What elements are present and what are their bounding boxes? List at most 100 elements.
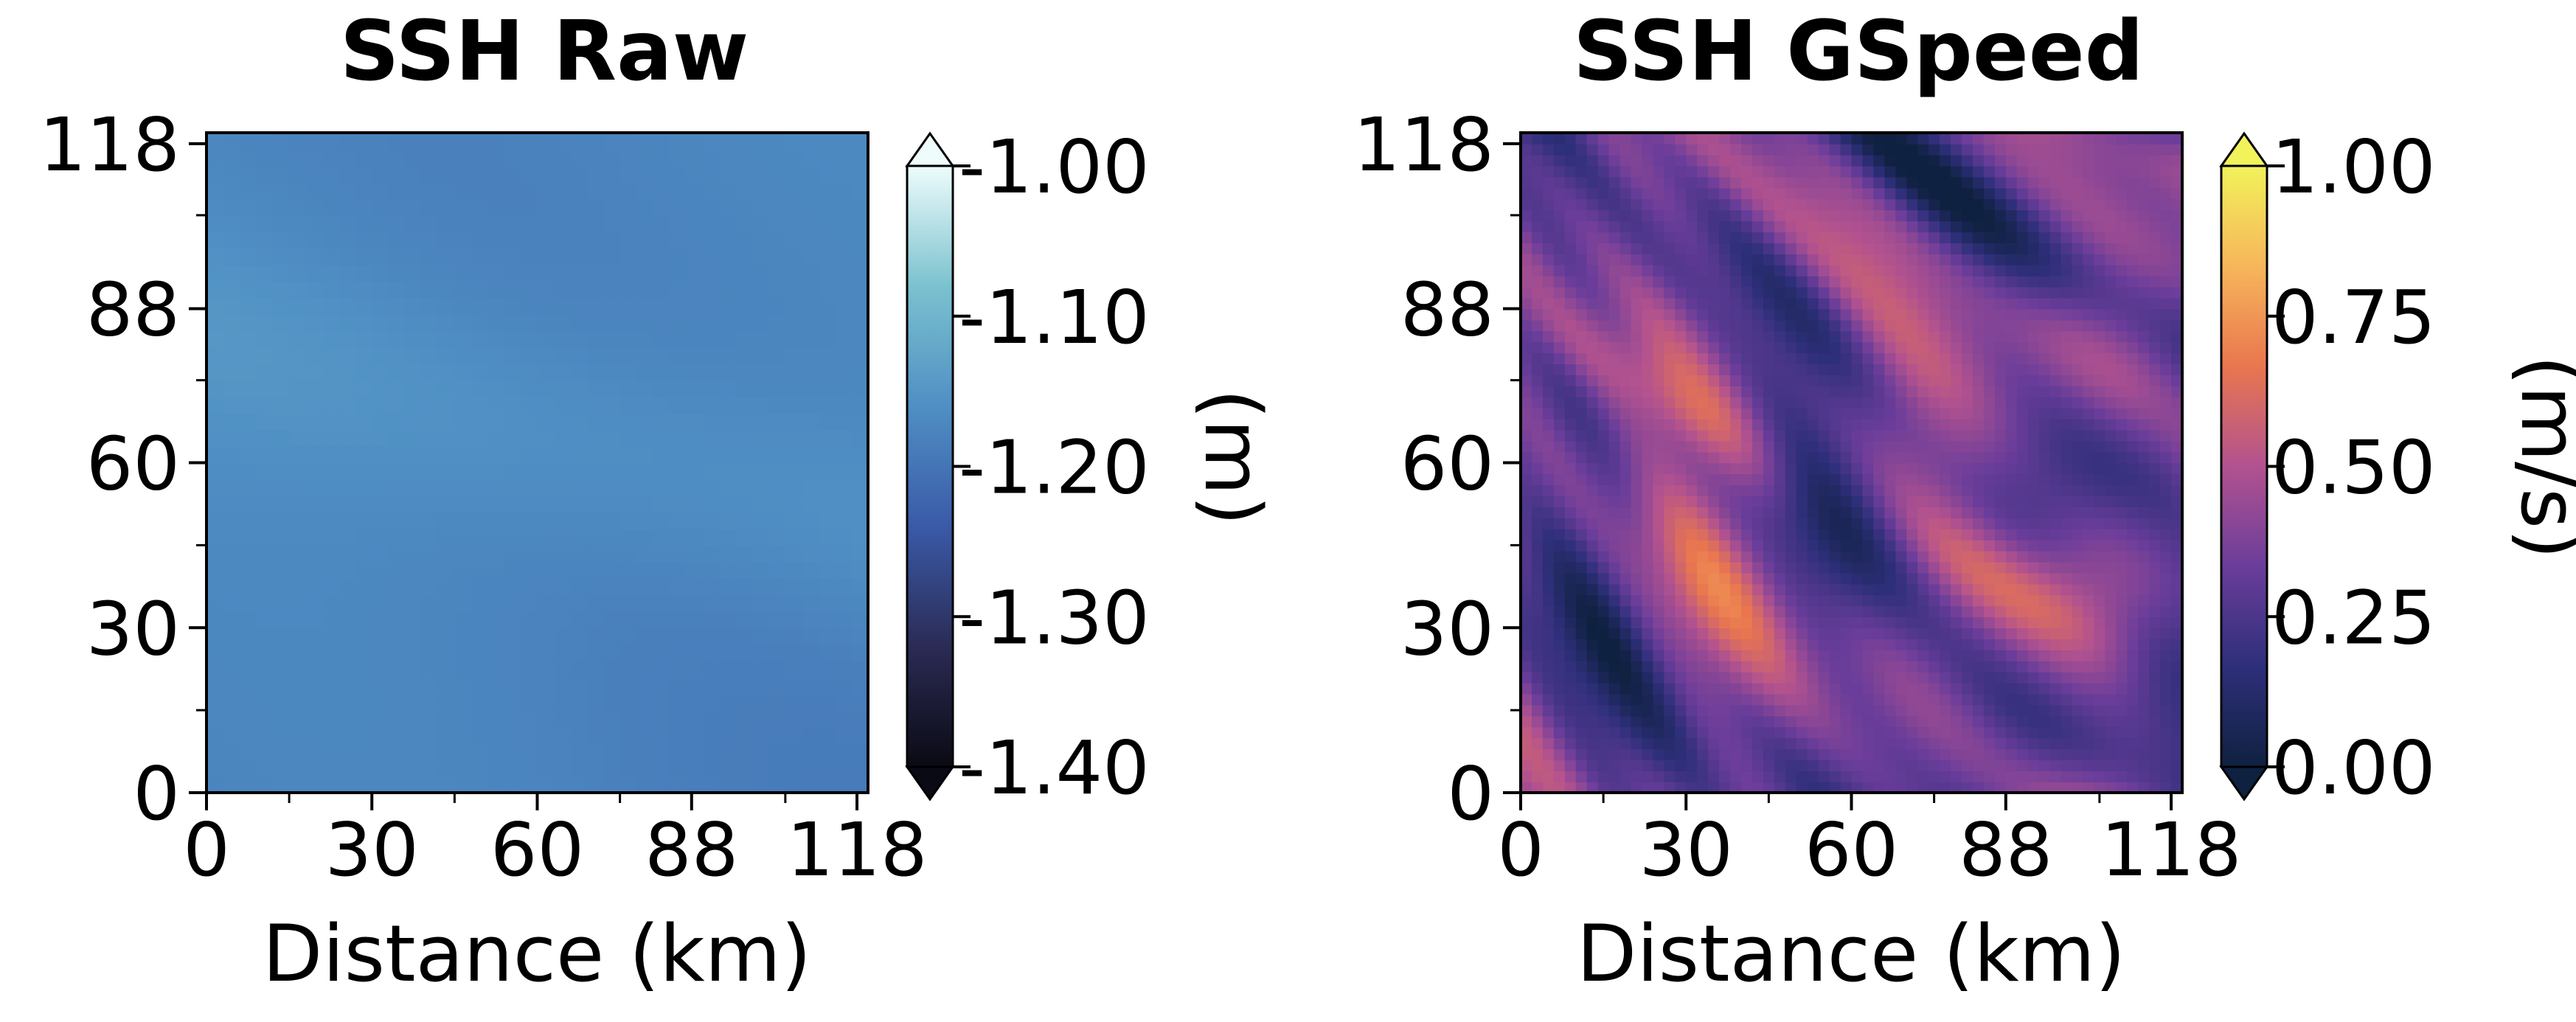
heatmap-cell	[852, 710, 869, 727]
heatmap-cell	[1554, 584, 1566, 596]
heatmap-cell	[719, 644, 736, 661]
heatmap-cell	[256, 133, 273, 150]
heatmap-cell	[1631, 144, 1643, 156]
heatmap-cell	[256, 463, 273, 480]
heatmap-cell	[1653, 352, 1664, 364]
heatmap-cell	[587, 463, 604, 480]
heatmap-cell	[1642, 562, 1653, 574]
heatmap-cell	[2072, 650, 2084, 661]
heatmap-cell	[620, 611, 637, 628]
heatmap-cell	[2072, 375, 2084, 386]
heatmap-cell	[1973, 573, 1985, 585]
heatmap-cell	[289, 545, 306, 562]
heatmap-cell	[1873, 419, 1885, 431]
heatmap-cell	[1708, 639, 1720, 650]
heatmap-cell	[819, 661, 836, 678]
heatmap-cell	[819, 529, 836, 546]
heatmap-cell	[736, 380, 753, 397]
heatmap-cell	[1697, 287, 1709, 299]
heatmap-cell	[1906, 496, 1918, 507]
heatmap-cell	[636, 314, 653, 331]
heatmap-cell	[2050, 265, 2062, 277]
heatmap-cell	[355, 281, 372, 298]
heatmap-cell	[835, 314, 852, 331]
heatmap-cell	[322, 347, 339, 364]
heatmap-cell	[670, 759, 687, 776]
heatmap-cell	[1884, 759, 1896, 771]
heatmap-cell	[1598, 364, 1610, 375]
heatmap-cell	[2017, 352, 2029, 364]
heatmap-cell	[703, 578, 720, 595]
heatmap-cell	[2061, 209, 2073, 221]
heatmap-cell	[1862, 199, 1874, 211]
heatmap-cell	[1664, 551, 1676, 563]
heatmap-cell	[636, 182, 653, 199]
heatmap-cell	[2006, 254, 2018, 265]
heatmap-cell	[1796, 484, 1808, 496]
heatmap-cell	[2094, 133, 2105, 145]
heatmap-cell	[2083, 573, 2094, 585]
heatmap-cell	[1862, 683, 1874, 695]
heatmap-cell	[1653, 484, 1664, 496]
heatmap-cell	[1565, 551, 1577, 563]
heatmap-cell	[2006, 287, 2018, 299]
heatmap-cell	[1631, 518, 1643, 529]
heatmap-cell	[620, 298, 637, 315]
heatmap-cell	[240, 512, 257, 529]
heatmap-cell	[1785, 220, 1797, 232]
heatmap-cell	[206, 611, 223, 628]
heatmap-cell	[1895, 375, 1907, 386]
heatmap-cell	[1873, 430, 1885, 442]
heatmap-cell	[1940, 484, 1951, 496]
heatmap-cell	[289, 529, 306, 546]
heatmap-cell	[1697, 166, 1709, 178]
heatmap-cell	[554, 298, 571, 315]
heatmap-cell	[1906, 397, 1918, 409]
heatmap-cell	[1774, 177, 1786, 189]
heatmap-cell	[1598, 254, 1610, 265]
heatmap-cell	[1785, 155, 1797, 167]
heatmap-cell	[1598, 298, 1610, 310]
heatmap-cell	[2116, 364, 2128, 375]
heatmap-cell	[636, 380, 653, 397]
heatmap-cell	[487, 331, 504, 348]
heatmap-cell	[1598, 155, 1610, 167]
heatmap-cell	[355, 248, 372, 265]
heatmap-cell	[2017, 573, 2029, 585]
heatmap-cell	[1752, 496, 1764, 507]
heatmap-cell	[1708, 473, 1720, 485]
heatmap-cell	[1675, 771, 1687, 782]
heatmap-cell	[1543, 727, 1555, 739]
heatmap-cell	[1730, 716, 1742, 728]
heatmap-cell	[1884, 727, 1896, 739]
heatmap-cell	[1895, 639, 1907, 650]
heatmap-cell	[2127, 727, 2139, 739]
heatmap-cell	[1730, 573, 1742, 585]
heatmap-cell	[603, 727, 620, 744]
heatmap-cell	[1653, 605, 1664, 617]
heatmap-cell	[405, 479, 422, 496]
heatmap-cell	[1940, 737, 1951, 749]
heatmap-cell	[1741, 551, 1753, 563]
heatmap-cell	[1620, 661, 1632, 672]
heatmap-cell	[1675, 507, 1687, 518]
heatmap-cell	[1609, 694, 1621, 706]
heatmap-cell	[2105, 705, 2117, 717]
heatmap-cell	[2017, 441, 2029, 453]
heatmap-cell	[554, 248, 571, 265]
heatmap-cell	[1730, 650, 1742, 661]
heatmap-cell	[1543, 507, 1555, 518]
heatmap-cell	[1708, 727, 1720, 739]
heatmap-cell	[2083, 265, 2094, 277]
heatmap-cell	[1852, 463, 1864, 475]
heatmap-cell	[819, 628, 836, 644]
heatmap-cell	[1752, 705, 1764, 717]
heatmap-cell	[2116, 616, 2128, 628]
heatmap-cell	[852, 298, 869, 315]
heatmap-cell	[504, 776, 521, 793]
heatmap-cell	[785, 314, 802, 331]
heatmap-cell	[768, 397, 785, 414]
heatmap-cell	[1774, 188, 1786, 200]
heatmap-cell	[1973, 166, 1985, 178]
heatmap-cell	[2006, 364, 2018, 375]
